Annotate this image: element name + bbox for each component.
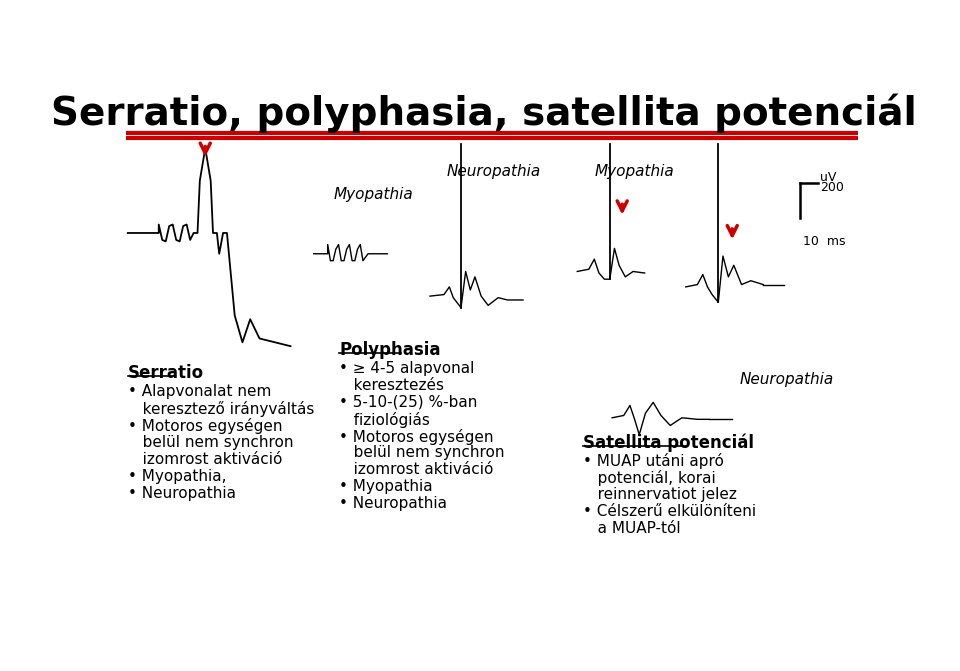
Text: Myopathia: Myopathia (594, 164, 674, 179)
Text: a MUAP-tól: a MUAP-tól (584, 521, 681, 536)
Text: • ≥ 4-5 alapvonal: • ≥ 4-5 alapvonal (339, 361, 474, 376)
Text: belül nem synchron: belül nem synchron (128, 435, 293, 450)
Text: Myopathia: Myopathia (333, 187, 413, 202)
Text: izomrost aktiváció: izomrost aktiváció (339, 462, 493, 478)
Text: fiziológiás: fiziológiás (339, 411, 430, 427)
Text: reinnervatiot jelez: reinnervatiot jelez (584, 487, 737, 502)
Text: • Neuropathia: • Neuropathia (339, 497, 447, 511)
Text: uV: uV (820, 170, 836, 184)
Text: • Neuropathia: • Neuropathia (128, 486, 236, 501)
Text: Satellita potenciál: Satellita potenciál (584, 433, 755, 452)
Text: potenciál, korai: potenciál, korai (584, 470, 716, 486)
Text: keresztező irányváltás: keresztező irányváltás (128, 401, 314, 417)
Text: • Motoros egységen: • Motoros egységen (128, 418, 282, 433)
Text: belül nem synchron: belül nem synchron (339, 446, 505, 460)
Text: • Myopathia,: • Myopathia, (128, 468, 227, 484)
Text: 10  ms: 10 ms (803, 235, 845, 248)
Text: • Célszerű elkülöníteni: • Célszerű elkülöníteni (584, 504, 756, 519)
Text: • Alapvonalat nem: • Alapvonalat nem (128, 384, 271, 399)
Text: • MUAP utáni apró: • MUAP utáni apró (584, 453, 725, 469)
Text: • Myopathia: • Myopathia (339, 479, 433, 495)
Text: Neuropathia: Neuropathia (447, 164, 541, 179)
Text: 200: 200 (820, 181, 844, 195)
Text: • Motoros egységen: • Motoros egységen (339, 429, 493, 445)
Text: Neuropathia: Neuropathia (740, 372, 834, 386)
Text: izomrost aktiváció: izomrost aktiváció (128, 452, 282, 466)
Text: Polyphasia: Polyphasia (339, 341, 441, 359)
Text: keresztezés: keresztezés (339, 378, 444, 393)
Text: • 5-10-(25) %-ban: • 5-10-(25) %-ban (339, 395, 478, 410)
Text: Serratio: Serratio (128, 364, 204, 382)
Text: Serratio, polyphasia, satellita potenciál: Serratio, polyphasia, satellita potenciá… (52, 93, 917, 133)
